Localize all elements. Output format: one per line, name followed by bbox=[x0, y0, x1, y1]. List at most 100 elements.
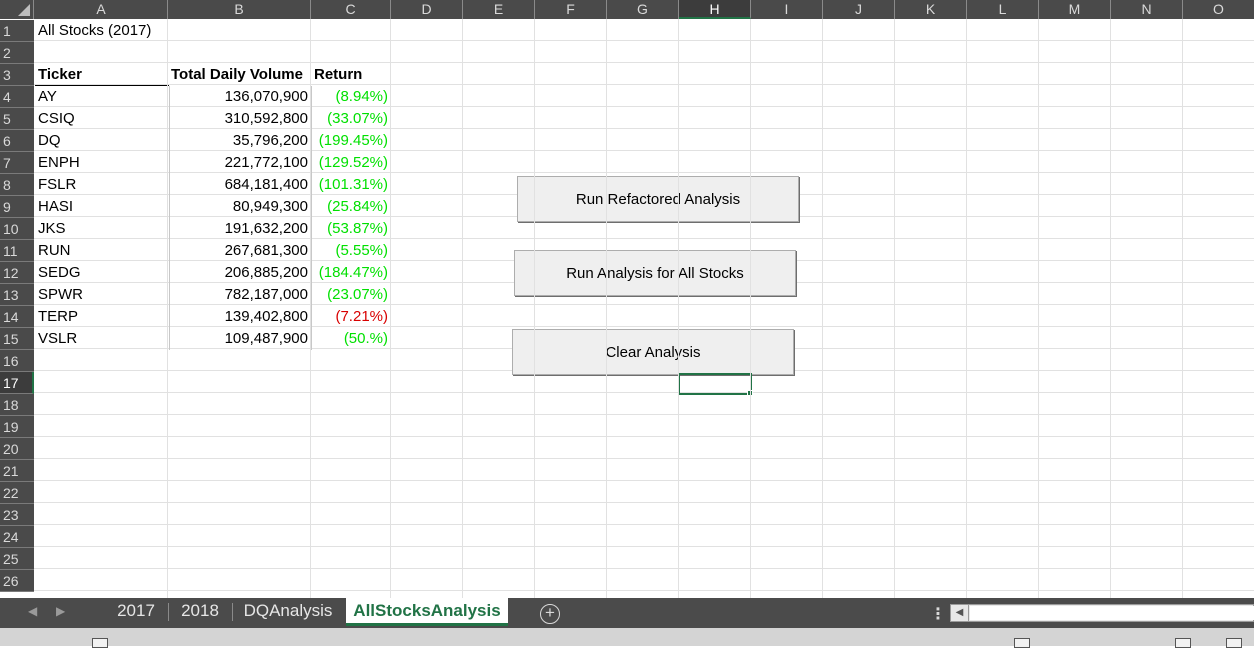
column-header-c[interactable]: C bbox=[311, 0, 391, 19]
row-header-10[interactable]: 10 bbox=[0, 218, 34, 240]
column-header-k[interactable]: K bbox=[895, 0, 967, 19]
column-header-m[interactable]: M bbox=[1039, 0, 1111, 19]
row-header-18[interactable]: 18 bbox=[0, 394, 34, 416]
row-header-7[interactable]: 7 bbox=[0, 152, 34, 174]
return-cell[interactable]: (50.%) bbox=[343, 330, 388, 347]
row-header-20[interactable]: 20 bbox=[0, 438, 34, 460]
row-header-24[interactable]: 24 bbox=[0, 526, 34, 548]
row-header-19[interactable]: 19 bbox=[0, 416, 34, 438]
row-header-25[interactable]: 25 bbox=[0, 548, 34, 570]
ticker-cell[interactable]: RUN bbox=[38, 242, 71, 259]
column-header-b[interactable]: B bbox=[168, 0, 311, 19]
column-header-d[interactable]: D bbox=[391, 0, 463, 19]
column-header-e[interactable]: E bbox=[463, 0, 535, 19]
volume-cell[interactable]: 191,632,200 bbox=[224, 220, 308, 237]
macro-record-icon[interactable] bbox=[92, 638, 108, 648]
volume-cell[interactable]: 80,949,300 bbox=[232, 198, 308, 215]
row-header-12[interactable]: 12 bbox=[0, 262, 34, 284]
selected-cell-h17[interactable] bbox=[678, 373, 752, 395]
clear-analysis-button[interactable]: Clear Analysis bbox=[512, 329, 794, 375]
volume-cell[interactable]: 684,181,400 bbox=[224, 176, 308, 193]
return-cell[interactable]: (101.31%) bbox=[318, 176, 388, 193]
return-cell[interactable]: (7.21%) bbox=[335, 308, 388, 325]
return-cell[interactable]: (53.87%) bbox=[327, 220, 388, 237]
scrollbar-thumb[interactable] bbox=[970, 606, 1254, 620]
volume-cell[interactable]: 782,187,000 bbox=[224, 286, 308, 303]
return-cell[interactable]: (184.47%) bbox=[318, 264, 388, 281]
row-header-23[interactable]: 23 bbox=[0, 504, 34, 526]
column-header-h[interactable]: H bbox=[679, 0, 751, 19]
row-header-26[interactable]: 26 bbox=[0, 570, 34, 592]
ticker-cell[interactable]: DQ bbox=[38, 132, 61, 149]
return-cell[interactable]: (25.84%) bbox=[327, 198, 388, 215]
sheet-tab-2018[interactable]: 2018 bbox=[181, 601, 219, 620]
title-cell-a1[interactable]: All Stocks (2017) bbox=[38, 22, 152, 39]
volume-cell[interactable]: 139,402,800 bbox=[224, 308, 308, 325]
row-header-11[interactable]: 11 bbox=[0, 240, 34, 262]
cell-grid[interactable] bbox=[34, 19, 1254, 598]
row-header-14[interactable]: 14 bbox=[0, 306, 34, 328]
ticker-cell[interactable]: SEDG bbox=[38, 264, 81, 281]
vertical-ellipsis-icon[interactable]: ⋮ bbox=[930, 606, 946, 623]
row-header-3[interactable]: 3 bbox=[0, 64, 34, 86]
volume-cell[interactable]: 109,487,900 bbox=[224, 330, 308, 347]
header-return[interactable]: Return bbox=[314, 66, 363, 83]
volume-cell[interactable]: 221,772,100 bbox=[224, 154, 308, 171]
row-header-21[interactable]: 21 bbox=[0, 460, 34, 482]
run-refactored-analysis-button[interactable]: Run Refactored Analysis bbox=[517, 176, 799, 222]
return-cell[interactable]: (23.07%) bbox=[327, 286, 388, 303]
sheet-tab-2017[interactable]: 2017 bbox=[117, 601, 155, 620]
ticker-cell[interactable]: TERP bbox=[38, 308, 79, 325]
ticker-cell[interactable]: ENPH bbox=[38, 154, 80, 171]
column-header-j[interactable]: J bbox=[823, 0, 895, 19]
ticker-cell[interactable]: FSLR bbox=[38, 176, 77, 193]
return-cell[interactable]: (8.94%) bbox=[335, 88, 388, 105]
row-header-6[interactable]: 6 bbox=[0, 130, 34, 152]
ticker-cell[interactable]: SPWR bbox=[38, 286, 83, 303]
row-header-5[interactable]: 5 bbox=[0, 108, 34, 130]
run-analysis-all-stocks-button[interactable]: Run Analysis for All Stocks bbox=[514, 250, 796, 296]
ticker-cell[interactable]: CSIQ bbox=[38, 110, 75, 127]
display-settings-icon[interactable] bbox=[1014, 638, 1030, 648]
triangle-left-icon[interactable]: ◀ bbox=[28, 604, 38, 618]
volume-cell[interactable]: 136,070,900 bbox=[224, 88, 308, 105]
row-header-17[interactable]: 17 bbox=[0, 372, 34, 394]
return-cell[interactable]: (199.45%) bbox=[318, 132, 388, 149]
triangle-right-icon[interactable]: ▶ bbox=[56, 604, 66, 618]
plus-circle-icon[interactable]: + bbox=[540, 604, 560, 624]
row-header-15[interactable]: 15 bbox=[0, 328, 34, 350]
column-header-g[interactable]: G bbox=[607, 0, 679, 19]
column-header-i[interactable]: I bbox=[751, 0, 823, 19]
return-cell[interactable]: (129.52%) bbox=[318, 154, 388, 171]
ticker-cell[interactable]: JKS bbox=[38, 220, 66, 237]
select-all-corner[interactable] bbox=[0, 0, 34, 19]
row-header-1[interactable]: 1 bbox=[0, 20, 34, 42]
sheet-tab-dqanalysis[interactable]: DQAnalysis bbox=[243, 601, 333, 620]
scroll-left-icon[interactable]: ◀ bbox=[951, 605, 969, 621]
row-header-13[interactable]: 13 bbox=[0, 284, 34, 306]
header-ticker[interactable]: Ticker bbox=[38, 66, 82, 83]
sheet-tab-allstocksanalysis[interactable]: AllStocksAnalysis bbox=[346, 598, 508, 626]
return-cell[interactable]: (33.07%) bbox=[327, 110, 388, 127]
volume-cell[interactable]: 267,681,300 bbox=[224, 242, 308, 259]
row-header-8[interactable]: 8 bbox=[0, 174, 34, 196]
column-header-l[interactable]: L bbox=[967, 0, 1039, 19]
volume-cell[interactable]: 35,796,200 bbox=[232, 132, 308, 149]
row-header-2[interactable]: 2 bbox=[0, 42, 34, 64]
volume-cell[interactable]: 206,885,200 bbox=[224, 264, 308, 281]
row-header-16[interactable]: 16 bbox=[0, 350, 34, 372]
column-header-n[interactable]: N bbox=[1111, 0, 1183, 19]
column-header-f[interactable]: F bbox=[535, 0, 607, 19]
row-header-9[interactable]: 9 bbox=[0, 196, 34, 218]
header-volume[interactable]: Total Daily Volume bbox=[171, 66, 303, 83]
ticker-cell[interactable]: VSLR bbox=[38, 330, 78, 347]
ticker-cell[interactable]: AY bbox=[38, 88, 57, 105]
row-header-22[interactable]: 22 bbox=[0, 482, 34, 504]
return-cell[interactable]: (5.55%) bbox=[335, 242, 388, 259]
column-header-a[interactable]: A bbox=[35, 0, 168, 19]
row-header-4[interactable]: 4 bbox=[0, 86, 34, 108]
column-header-o[interactable]: O bbox=[1183, 0, 1254, 19]
ticker-cell[interactable]: HASI bbox=[38, 198, 74, 215]
volume-cell[interactable]: 310,592,800 bbox=[224, 110, 308, 127]
page-layout-view-icon[interactable] bbox=[1226, 638, 1242, 648]
